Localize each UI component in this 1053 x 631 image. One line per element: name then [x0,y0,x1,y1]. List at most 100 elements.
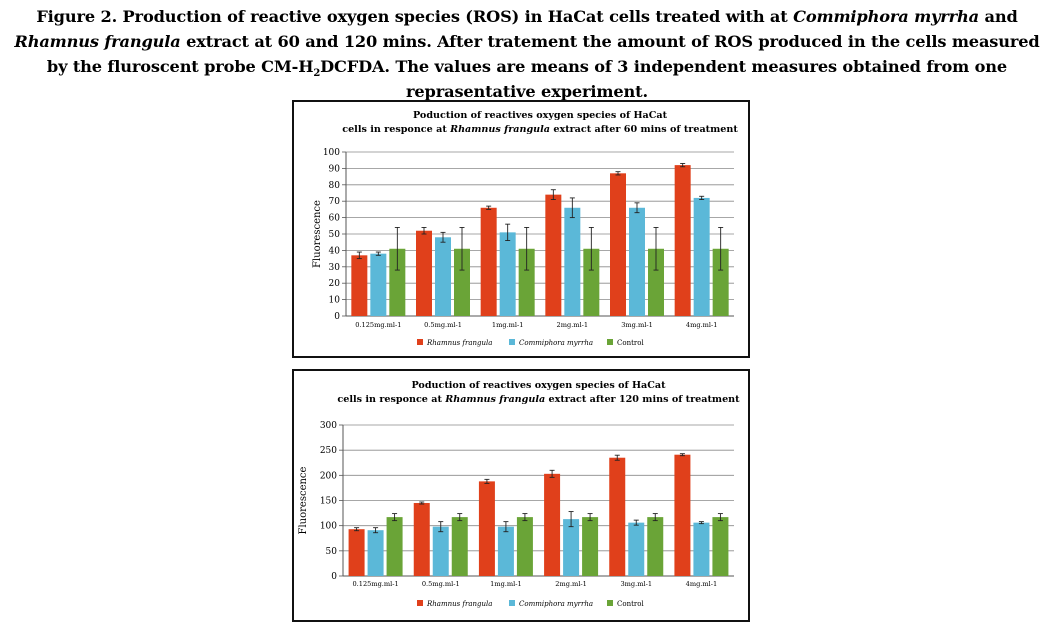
bar [629,207,645,316]
chart-subtitle: cells in responce at Rhamnus frangula ex… [342,124,738,135]
bar [351,255,368,316]
y-tick-label: 90 [329,164,341,174]
bar [435,237,451,316]
x-tick-label: 2mg.ml-1 [557,321,589,329]
chart-svg: Poduction of reactives oxygen species of… [298,380,740,608]
x-tick-label: 4mg.ml-1 [686,321,718,329]
y-tick-label: 200 [320,471,337,481]
y-tick-label: 10 [329,296,341,306]
bar [563,519,580,576]
bar [451,517,468,576]
legend-label: Commiphora myrrha [519,339,593,347]
y-tick-label: 70 [329,197,341,207]
x-tick-label: 0.5mg.ml-1 [422,580,460,588]
y-tick-label: 100 [323,148,340,158]
legend-label: Commiphora myrrha [519,600,593,608]
y-tick-label: 0 [331,572,337,582]
bar [564,207,581,316]
legend-label: Control [617,339,644,347]
bar [628,522,645,576]
legend-swatch [509,600,515,606]
caption-suffix: DCFDA. The values are means of 3 indepen… [320,57,1008,101]
y-tick-label: 50 [326,547,338,557]
caption-and: and [984,7,1018,26]
bar [647,517,664,576]
bar [609,457,626,576]
caption-middle: extract at 60 and 120 mins. After tratem… [46,32,1040,76]
caption-subscript: 2 [313,68,321,79]
y-tick-label: 80 [329,181,341,191]
chart-subtitle: cells in responce at Rhamnus frangula ex… [337,394,740,405]
y-tick-label: 50 [329,230,341,240]
subtitle-species: Rhamnus frangula [449,124,550,135]
bar [386,517,403,576]
bar [712,248,729,316]
legend-label: Control [617,600,644,608]
legend-swatch [417,600,423,606]
bar [544,473,561,576]
caption-prefix: Figure 2. Production of reactive oxygen … [36,7,788,26]
y-tick-label: 100 [320,522,337,532]
y-tick-label: 30 [329,263,341,273]
bar [497,526,514,576]
bar [478,481,495,576]
subtitle-suffix: extract after 120 mins of treatment [545,394,740,405]
y-axis-label: Fluorescence [312,200,323,268]
legend-swatch [509,339,515,345]
legend-swatch [607,339,613,345]
bar [480,207,497,316]
bar [499,232,516,316]
chart-panel-60min: Poduction of reactives oxygen species of… [292,100,750,358]
y-axis-label: Fluorescence [298,466,309,534]
x-tick-label: 0.5mg.ml-1 [424,321,462,329]
bar [674,165,691,316]
bar [582,517,599,576]
legend-swatch [417,339,423,345]
x-tick-label: 0.125mg.ml-1 [355,321,401,329]
subtitle-suffix: extract after 60 mins of treatment [550,124,738,135]
bar [416,230,432,316]
bar [348,529,365,576]
chart-panel-120min: Poduction of reactives oxygen species of… [292,369,750,622]
chart-title: Poduction of reactives oxygen species of… [413,110,668,121]
chart-svg: Poduction of reactives oxygen species of… [312,110,738,347]
x-tick-label: 3mg.ml-1 [620,580,652,588]
x-tick-label: 2mg.ml-1 [555,580,587,588]
bar [516,517,533,576]
y-tick-label: 60 [329,214,341,224]
legend-label: Rhamnus frangula [426,600,492,608]
bar [693,197,710,316]
bar [545,194,562,316]
figure-caption: Figure 2. Production of reactive oxygen … [6,4,1048,104]
bar [583,248,600,316]
x-tick-label: 1mg.ml-1 [490,580,522,588]
x-tick-label: 1mg.ml-1 [492,321,524,329]
legend-swatch [607,600,613,606]
bar [693,522,710,576]
y-tick-label: 150 [320,497,337,507]
bar [610,173,626,316]
subtitle-prefix: cells in responce at [337,394,445,405]
caption-species-2: Rhamnus frangula [14,32,181,51]
x-tick-label: 3mg.ml-1 [621,321,653,329]
caption-species-1: Commiphora myrrha [793,7,980,26]
bar [648,248,664,316]
bar [413,503,430,576]
x-tick-label: 4mg.ml-1 [686,580,718,588]
y-tick-label: 20 [329,279,341,289]
bar [454,248,470,316]
x-tick-label: 0.125mg.ml-1 [352,580,398,588]
bar [370,253,387,316]
legend-label: Rhamnus frangula [426,339,492,347]
bar [432,526,449,576]
subtitle-prefix: cells in responce at [342,124,450,135]
subtitle-species: Rhamnus frangula [444,394,545,405]
bar [367,530,384,576]
chart-title: Poduction of reactives oxygen species of… [411,380,666,391]
bar [712,517,729,576]
y-tick-label: 250 [320,446,337,456]
bar [518,248,535,316]
bar [389,248,406,316]
y-tick-label: 40 [329,246,341,256]
bar [674,454,691,576]
